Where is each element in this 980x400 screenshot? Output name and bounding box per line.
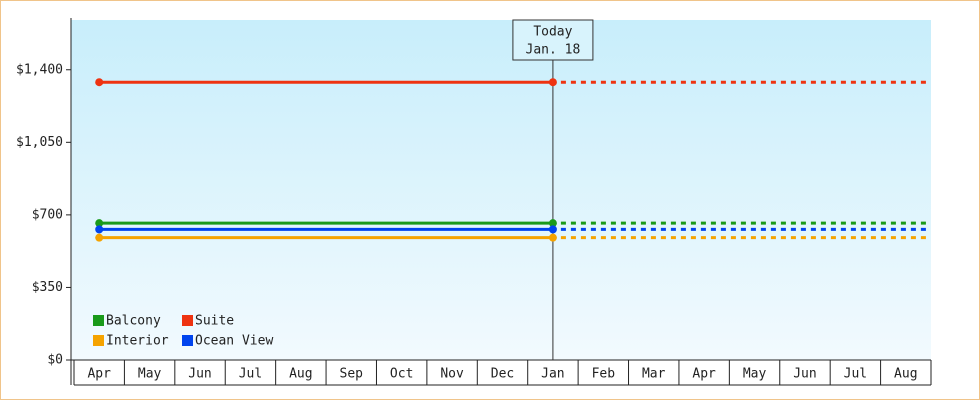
x-tick-label: Feb xyxy=(592,367,616,382)
x-tick-label: Jul xyxy=(239,367,262,382)
x-tick-label: Jun xyxy=(188,367,211,382)
x-tick-label: Aug xyxy=(289,367,312,382)
y-tick-label: $700 xyxy=(32,207,63,222)
plot-area xyxy=(71,20,931,360)
y-tick-label: $1,400 xyxy=(16,62,63,77)
x-tick-label: Jan xyxy=(541,367,564,382)
x-tick-label: Oct xyxy=(390,367,413,382)
legend-swatch xyxy=(182,335,193,346)
x-tick-label: Mar xyxy=(642,367,666,382)
series-point xyxy=(548,78,557,87)
today-label: Jan. 18 xyxy=(526,43,581,58)
chart-layer: $0 $350 $700 $1,050 $1,400 Apr May Jun Jul Aug Sep… xyxy=(16,18,932,386)
series-point xyxy=(548,233,557,242)
y-tick-label: $1,050 xyxy=(16,135,63,150)
series-point xyxy=(95,233,104,242)
legend-label: Suite xyxy=(195,314,234,329)
x-tick-label: Nov xyxy=(440,367,464,382)
series-point xyxy=(95,219,104,228)
legend-swatch xyxy=(93,335,104,346)
series-point xyxy=(95,225,104,234)
y-tick-label: $350 xyxy=(32,280,63,295)
y-tick-label: $0 xyxy=(47,353,63,368)
series-point xyxy=(548,225,557,234)
legend-label: Interior xyxy=(106,334,169,349)
x-tick-label: May xyxy=(138,367,162,382)
today-label: Today xyxy=(533,25,572,40)
x-tick-label: Dec xyxy=(491,367,514,382)
series-point xyxy=(548,219,557,228)
series-point xyxy=(95,78,104,87)
x-tick-label: Apr xyxy=(692,367,716,382)
x-tick-label: Aug xyxy=(894,367,917,382)
legend-swatch xyxy=(182,315,193,326)
legend-label: Balcony xyxy=(106,314,161,329)
x-tick-label: Jun xyxy=(793,367,816,382)
x-tick-label: Jul xyxy=(844,367,867,382)
x-tick-label: Apr xyxy=(87,367,111,382)
legend-label: Ocean View xyxy=(195,334,273,349)
legend-swatch xyxy=(93,315,104,326)
x-tick-label: Sep xyxy=(340,367,364,382)
today-box xyxy=(512,19,594,61)
x-tick-label: May xyxy=(743,367,767,382)
